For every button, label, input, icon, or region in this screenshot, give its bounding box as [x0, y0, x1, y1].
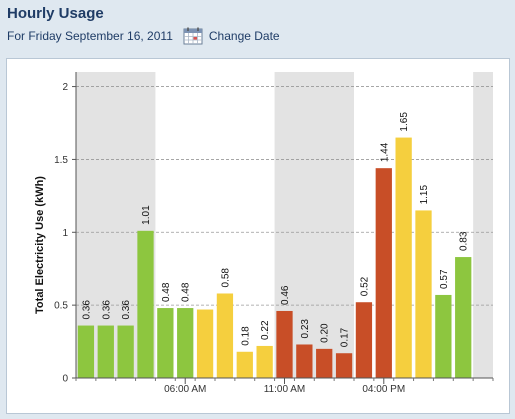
bar-value-label: 0.23 — [300, 319, 311, 339]
x-tick-label: 06:00 AM — [164, 384, 206, 395]
usage-bar — [415, 210, 432, 378]
usage-bar — [196, 309, 214, 378]
page-title: Hourly Usage — [7, 5, 104, 22]
change-date-link[interactable]: Change Date — [208, 29, 280, 43]
usage-bar — [77, 325, 95, 378]
bar-value-label: 0.83 — [459, 231, 470, 251]
y-tick-label: 0 — [62, 374, 68, 385]
usage-bar — [236, 351, 253, 378]
usage-bar — [316, 348, 333, 378]
calendar-icon[interactable] — [183, 27, 203, 45]
usage-bar — [177, 308, 194, 378]
hourly-usage-chart: 0.36 0.36 0.36 1.01 0.48 0.48 0.58 0.18 0.22 0.46… — [34, 72, 494, 395]
usage-bar — [296, 344, 313, 378]
y-axis-label: Total Electricity Use (kWh) — [34, 176, 46, 314]
bar-value-label: 0.48 — [181, 282, 192, 302]
x-tick-label: 04:00 PM — [362, 384, 405, 395]
bar-value-label: 0.18 — [240, 326, 251, 346]
usage-bar — [276, 310, 293, 378]
chart-panel: 0.36 0.36 0.36 1.01 0.48 0.48 0.58 0.18 0.22 0.46… — [6, 58, 510, 414]
bar-value-label: 1.44 — [379, 142, 390, 162]
y-tick-label: 0.5 — [54, 301, 68, 312]
usage-bar — [395, 137, 412, 378]
bar-value-label: 0.52 — [359, 276, 370, 296]
bar-value-label: 1.65 — [399, 112, 410, 132]
bar-value-label: 0.57 — [439, 269, 450, 289]
bar-value-label: 0.36 — [101, 300, 112, 320]
usage-bar — [97, 325, 114, 378]
bar-value-label: 0.22 — [260, 320, 271, 340]
usage-bar — [375, 168, 392, 378]
usage-bar — [256, 345, 273, 378]
usage-bar — [157, 308, 174, 378]
date-subtitle: For Friday September 16, 2011 — [7, 29, 173, 43]
usage-bar — [137, 230, 154, 378]
usage-bar — [455, 257, 472, 378]
shaded-band — [473, 72, 493, 378]
bar-value-label: 0.46 — [280, 285, 291, 305]
usage-bar — [435, 294, 452, 378]
bar-value-label: 0.48 — [161, 282, 172, 302]
x-tick-label: 11:00 AM — [264, 384, 306, 395]
bar-value-label: 0.36 — [121, 300, 132, 320]
bar-value-label: 0.20 — [320, 323, 331, 343]
usage-bar — [335, 353, 353, 378]
y-tick-label: 2 — [62, 82, 68, 93]
date-row: For Friday September 16, 2011 Change Dat… — [7, 27, 280, 45]
bar-value-label: 1.01 — [141, 205, 152, 225]
bar-value-label: 0.58 — [220, 268, 231, 288]
usage-bar — [355, 302, 373, 378]
y-tick-label: 1.5 — [54, 155, 68, 166]
usage-bar — [117, 325, 134, 378]
bar-value-label: 0.36 — [81, 300, 92, 320]
bar-value-label: 0.17 — [340, 327, 351, 347]
usage-bar — [216, 293, 234, 378]
y-tick-label: 1 — [62, 228, 68, 239]
bar-value-label: 1.15 — [419, 185, 430, 205]
